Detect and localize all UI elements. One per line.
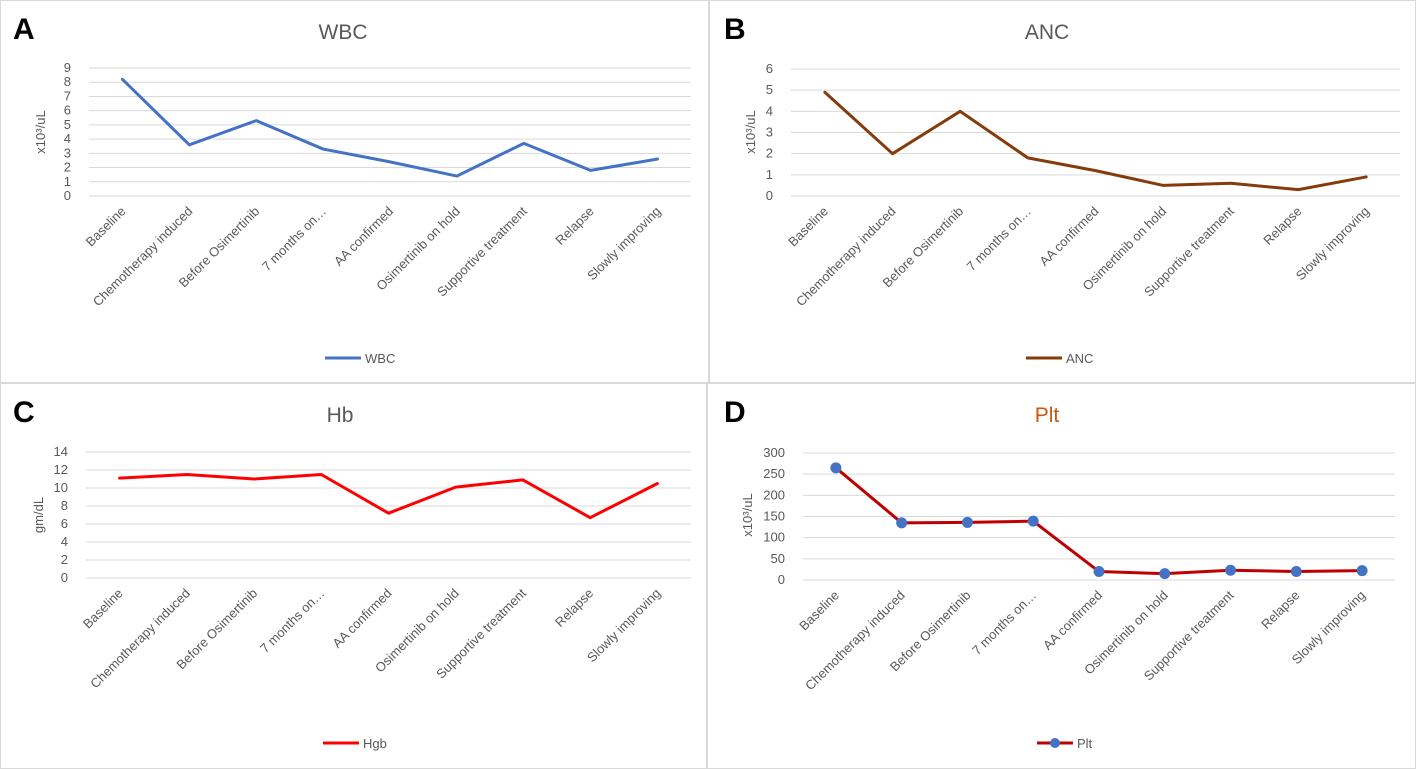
y-tick-label: 150 [763,509,785,524]
panel-c: C Hb gm/dL 0 2 4 6 8 10 12 14 Baseline Chemotherapy… [0,383,707,769]
y-axis-label: gm/dL [31,497,46,533]
x-category-label: AA confirmed [1040,588,1105,653]
series-line-plt [834,466,1364,576]
y-tick-label: 50 [771,551,785,566]
y-tick-label: 4 [61,534,68,549]
y-tick-label: 5 [64,117,71,132]
legend-label: Hgb [363,736,387,751]
y-tick-label: 3 [64,145,71,160]
series-line-hgb [118,473,659,520]
y-tick-label: 0 [61,570,68,585]
data-point [830,462,842,474]
x-category-label: AA confirmed [331,204,396,269]
legend-marker [1050,738,1060,748]
y-tick-label: 2 [766,146,773,161]
y-tick-label: 250 [763,466,785,481]
chart-title: WBC [319,21,368,44]
y-tick-label: 5 [766,82,773,97]
x-category-label: 7 months on… [969,588,1039,658]
y-tick-label: 2 [64,160,71,175]
y-tick-label: 0 [64,188,71,203]
y-tick-label: 0 [766,188,773,203]
chart-plt: Pltx10³/uL050100150200250300BaselineChem… [740,404,1395,751]
chart-title: ANC [1025,21,1069,44]
data-point [1027,515,1039,527]
chart-title: Plt [1035,404,1060,427]
data-point [1290,566,1302,578]
y-tick-label: 300 [763,445,785,460]
y-axis-label: x10³/uL [33,110,48,153]
x-category-label: 7 months on… [964,204,1034,274]
x-category-label: 7 months on… [259,204,329,274]
x-category-label: AA confirmed [1036,204,1101,269]
x-category-label: Baseline [80,586,126,632]
y-tick-label: 200 [763,487,785,502]
x-category-label: Slowly improving [1293,204,1373,284]
data-point [1356,565,1368,577]
panel-letter-b: B [724,13,746,46]
x-category-label: Slowly improving [584,586,664,666]
legend-label: WBC [365,351,395,366]
chart-title: Hb [327,404,354,427]
chart-wbc: WBCx10³/uL0123456789BaselineChemotherapy… [33,21,691,366]
y-tick-label: 0 [778,572,785,587]
y-tick-label: 3 [766,125,773,140]
panel-letter-d: D [724,396,746,429]
y-tick-label: 8 [64,74,71,89]
y-tick-label: 2 [61,552,68,567]
y-axis-label: x10³/uL [743,110,758,153]
y-tick-label: 4 [766,103,773,118]
y-tick-label: 12 [54,462,68,477]
series-line-wbc [120,77,660,178]
panel-letter-c: C [13,396,35,429]
y-tick-label: 10 [54,480,68,495]
panel-a: A WBC x10³/uL 0 1 2 3 4 5 6 7 8 9 Baseline Chemothera… [0,0,709,383]
x-category-label: Relapse [1260,204,1304,248]
x-category-label: Relapse [552,586,596,630]
panel-b: B ANC x10³/uL 0 1 2 3 4 5 6 Baseline Chemotherapy … [709,0,1416,383]
x-category-label: Slowly improving [584,204,664,284]
panel-letter-a: A [13,13,35,46]
x-category-label: Baseline [785,204,831,250]
x-category-label: Baseline [83,204,129,250]
legend-label: ANC [1066,351,1093,366]
y-tick-label: 6 [61,516,68,531]
x-category-label: Baseline [796,588,842,634]
x-category-label: Relapse [552,204,596,248]
y-tick-label: 9 [64,60,71,75]
y-tick-label: 1 [766,167,773,182]
series-line-anc [823,90,1368,192]
x-category-label: 7 months on… [257,586,327,656]
data-point [1225,564,1237,576]
y-tick-label: 8 [61,498,68,513]
y-tick-label: 6 [64,103,71,118]
y-tick-label: 100 [763,530,785,545]
data-point [1093,566,1105,578]
y-tick-label: 14 [54,444,68,459]
y-tick-label: 4 [64,131,71,146]
data-point [961,516,973,528]
y-axis-label: x10³/uL [740,493,755,536]
panel-d: D Plt x10³/uL 0 50 100 150 200 250 300 Baseline Ch… [707,383,1416,769]
x-category-label: Relapse [1258,588,1302,632]
x-category-label: AA confirmed [329,586,394,651]
data-point [1159,568,1171,580]
data-point [896,517,908,529]
y-tick-label: 7 [64,88,71,103]
y-tick-label: 6 [766,61,773,76]
legend-label: Plt [1077,736,1093,751]
y-tick-label: 1 [64,174,71,189]
